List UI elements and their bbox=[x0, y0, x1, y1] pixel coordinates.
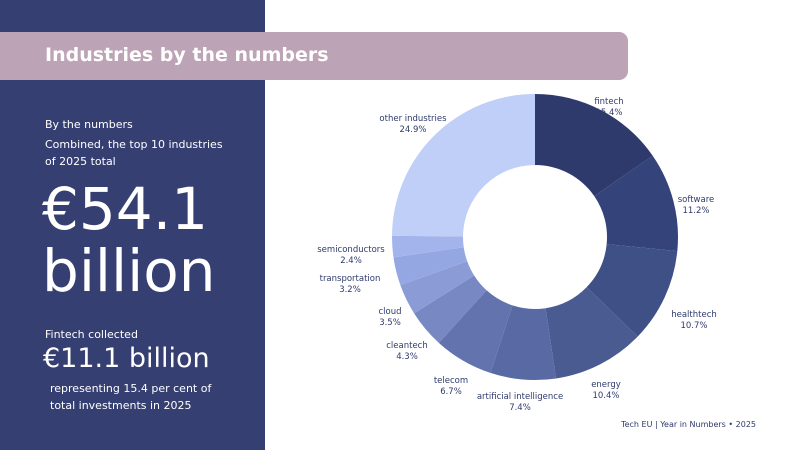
slice-artificial-intelligence bbox=[490, 305, 557, 380]
slice-telecom bbox=[438, 290, 513, 373]
slice-energy bbox=[545, 287, 638, 379]
slice-label-value: 10.4% bbox=[592, 391, 620, 401]
slice-label-name: energy bbox=[591, 380, 621, 390]
slice-cloud bbox=[400, 261, 475, 314]
slice-label-value: 3.2% bbox=[339, 285, 361, 295]
slice-label: healthtech 10.7% bbox=[671, 310, 717, 332]
slice-label-value: 15.4% bbox=[595, 108, 623, 118]
slice-other-industries bbox=[392, 94, 535, 237]
slice-label-name: transportation bbox=[319, 274, 381, 284]
slice-label: artificial intelligence 7.4% bbox=[477, 392, 563, 414]
intro-line-1: Combined, the top 10 industries bbox=[45, 138, 223, 151]
sub-line-2: total investments in 2025 bbox=[50, 399, 192, 412]
kicker: By the numbers bbox=[45, 118, 133, 131]
slice-label-name: telecom bbox=[433, 376, 469, 386]
slice-label: transportation 3.2% bbox=[320, 274, 381, 296]
slice-label-value: 3.5% bbox=[379, 318, 401, 328]
title-banner: Industries by the numbers bbox=[0, 32, 628, 80]
slice-semiconductors bbox=[391, 235, 464, 258]
slice-software bbox=[594, 155, 678, 252]
slice-label-value: 11.2% bbox=[682, 206, 710, 216]
slice-label: fintech 15.4% bbox=[594, 97, 623, 119]
slice-label-name: fintech bbox=[594, 97, 624, 107]
page-title: Industries by the numbers bbox=[45, 44, 329, 66]
slice-label: energy 10.4% bbox=[591, 380, 621, 402]
slice-label-value: 7.4% bbox=[509, 403, 531, 413]
slice-label-name: artificial intelligence bbox=[476, 392, 564, 402]
slice-label-name: healthtech bbox=[671, 310, 717, 320]
slice-transportation bbox=[393, 247, 468, 286]
fintech-amount: €11.1 billion bbox=[43, 343, 210, 374]
slice-label-name: other industries bbox=[379, 114, 447, 124]
total-amount: €54.1 bbox=[42, 175, 209, 243]
total-unit: billion bbox=[42, 237, 216, 305]
slice-label-value: 10.7% bbox=[680, 321, 708, 331]
slice-cleantech bbox=[414, 275, 487, 343]
footer-credit: Tech EU | Year in Numbers • 2025 bbox=[621, 420, 756, 429]
slice-label-name: software bbox=[677, 195, 715, 205]
slice-label-name: cleantech bbox=[386, 341, 428, 351]
sub-intro: Fintech collected bbox=[45, 328, 138, 341]
slice-label: software 11.2% bbox=[678, 195, 715, 217]
slice-healthtech bbox=[586, 244, 678, 337]
slice-label: semiconductors 2.4% bbox=[317, 245, 384, 267]
slice-label-name: semiconductors bbox=[317, 245, 385, 255]
slice-label-value: 4.3% bbox=[396, 352, 418, 362]
slice-label-name: cloud bbox=[378, 307, 402, 317]
slice-fintech bbox=[535, 93, 653, 197]
slice-label: cleantech 4.3% bbox=[386, 341, 427, 363]
slice-label-value: 6.7% bbox=[440, 387, 462, 397]
slice-label-value: 2.4% bbox=[340, 256, 362, 266]
slice-label: telecom 6.7% bbox=[434, 376, 468, 398]
sub-line-1: representing 15.4 per cent of bbox=[50, 382, 212, 395]
slice-label: other industries 24.9% bbox=[379, 114, 446, 136]
slice-label: cloud 3.5% bbox=[378, 307, 401, 329]
slice-label-value: 24.9% bbox=[399, 125, 427, 135]
intro-line-2: of 2025 total bbox=[45, 155, 116, 168]
